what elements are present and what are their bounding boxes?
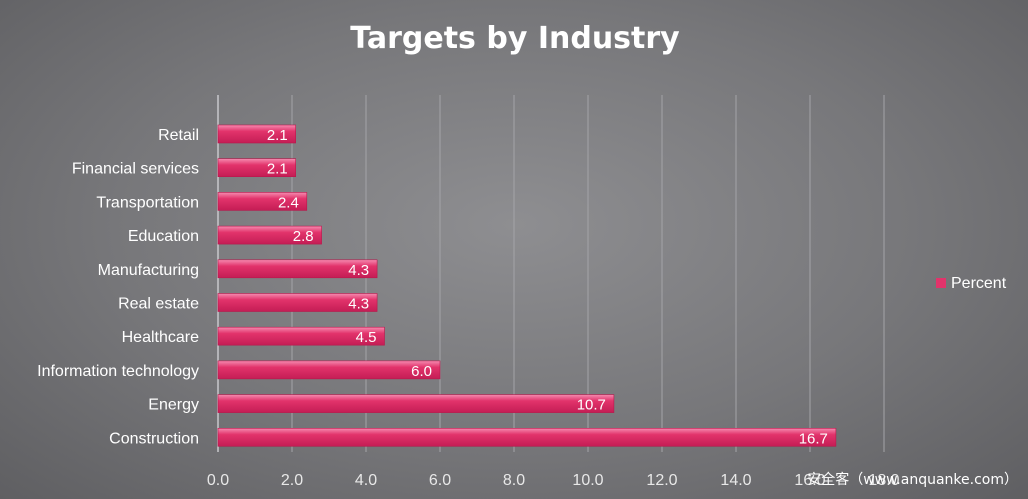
category-label: Healthcare xyxy=(122,329,199,346)
x-tick-label: 0.0 xyxy=(207,472,229,489)
category-label: Energy xyxy=(148,397,199,414)
data-label: 4.5 xyxy=(356,329,377,346)
x-tick-label: 18.0 xyxy=(868,472,899,489)
x-tick-label: 8.0 xyxy=(503,472,525,489)
bar xyxy=(217,394,615,413)
legend: Percent xyxy=(936,275,1007,292)
category-labels: Retail Financial services Transportation Ed… xyxy=(37,127,199,447)
bar xyxy=(217,259,378,279)
x-tick-label: 10.0 xyxy=(572,472,603,489)
bar xyxy=(217,360,441,380)
data-label: 6.0 xyxy=(411,363,432,380)
x-tick-label: 4.0 xyxy=(355,472,377,489)
data-labels: 2.1 2.1 2.4 2.8 4.3 4.3 4.5 6.0 10.7 16.7 xyxy=(267,127,828,447)
chart-title: Targets by Industry xyxy=(350,21,680,56)
bar xyxy=(217,225,322,245)
data-label: 2.1 xyxy=(267,161,288,178)
bar xyxy=(217,293,378,312)
category-label: Transportation xyxy=(96,194,199,211)
category-label: Financial services xyxy=(72,161,199,178)
legend-label: Percent xyxy=(951,275,1007,292)
legend-swatch xyxy=(936,278,946,288)
data-label: 16.7 xyxy=(799,430,828,447)
x-tick-label: 2.0 xyxy=(281,472,303,489)
data-label: 4.3 xyxy=(348,296,369,313)
bar xyxy=(217,158,296,177)
data-label: 4.3 xyxy=(348,262,369,279)
category-label: Construction xyxy=(109,430,199,447)
category-label: Real estate xyxy=(118,296,199,313)
bar xyxy=(217,326,385,346)
x-tick-labels: 0.0 2.0 4.0 6.0 8.0 10.0 12.0 14.0 16.0 18.0 xyxy=(207,472,900,489)
data-label: 10.7 xyxy=(577,397,606,414)
bar xyxy=(217,192,308,211)
bar xyxy=(217,124,296,144)
category-label: Manufacturing xyxy=(98,262,199,279)
x-tick-label: 6.0 xyxy=(429,472,451,489)
data-label: 2.4 xyxy=(278,194,299,211)
x-tick-label: 12.0 xyxy=(646,472,677,489)
category-label: Education xyxy=(128,228,199,245)
category-label: Retail xyxy=(158,127,199,144)
bars xyxy=(217,124,837,447)
gridlines xyxy=(217,95,885,452)
data-label: 2.1 xyxy=(267,127,288,144)
x-tick-label: 14.0 xyxy=(720,472,751,489)
category-label: Information technology xyxy=(37,363,199,380)
data-label: 2.8 xyxy=(293,228,314,245)
x-tick-label: 16.0 xyxy=(794,472,825,489)
bar xyxy=(217,427,837,447)
watermark-text: 安全客（www.anquanke.com） xyxy=(807,471,1018,488)
